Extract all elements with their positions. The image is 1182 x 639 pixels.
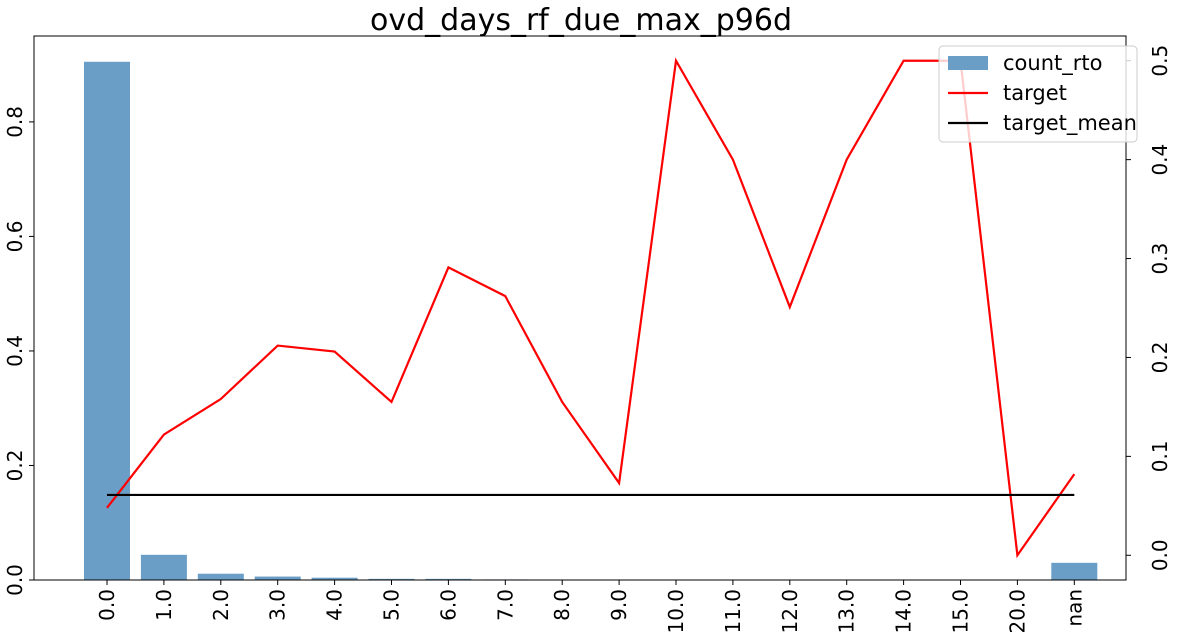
x-tick-label-8: 8.0 [550,589,574,621]
y-left-tick-label-2: 0.4 [3,335,27,367]
legend-label-target: target [1003,81,1067,105]
plot-frame [33,35,1127,581]
x-tick-label-6: 6.0 [436,589,460,621]
y-left-tick-label-3: 0.6 [3,221,27,253]
y-right-tick-label-0: 0.0 [1148,539,1172,571]
bar-count_rto-6 [425,578,472,580]
x-tick-label-2: 2.0 [209,589,233,621]
y-left-tick-label-0: 0.0 [3,564,27,596]
x-tick-label-10: 10.0 [664,589,688,634]
x-tick-label-13: 13.0 [835,589,859,634]
x-tick-label-15: 15.0 [949,589,973,634]
y-right-tick-label-5: 0.5 [1148,45,1172,77]
chart-title: ovd_days_rf_due_max_p96d [370,3,792,38]
x-tick-label-4: 4.0 [323,589,347,621]
x-tick-label-14: 14.0 [892,589,916,634]
bar-count_rto-3 [254,576,301,580]
y-right-tick-label-2: 0.2 [1148,342,1172,374]
line-target [106,57,1076,559]
bar-count_rto-17 [1051,562,1098,580]
bar-count_rto-0 [84,61,130,580]
y-right-tick-label-3: 0.3 [1148,243,1172,275]
legend-label-target_mean: target_mean [1003,111,1137,136]
y-left-tick-label-1: 0.2 [3,450,27,482]
bar-count_rto-2 [197,573,244,580]
bar-count_rto-5 [368,578,415,580]
x-tick-label-16: 20.0 [1005,589,1029,634]
legend-swatch-count_rto [948,56,988,70]
x-tick-label-7: 7.0 [493,589,517,621]
x-tick-label-12: 12.0 [778,589,802,634]
x-tick-label-5: 5.0 [380,589,404,621]
x-tick-label-11: 11.0 [721,589,745,634]
bar-count_rto-1 [140,554,187,580]
x-tick-label-17: nan [1062,589,1086,627]
bar-count_rto-4 [311,577,358,580]
legend-label-count_rto: count_rto [1003,51,1102,76]
y-right-tick-label-1: 0.1 [1148,440,1172,472]
legend-box [938,45,1138,143]
x-tick-label-3: 3.0 [266,589,290,621]
plot-area: 0.0 0.2 0.4 0.6 0.8 0.0 0.1 0.2 0.3 0.4 0.5 0.0 1.0 2… [3,35,1172,634]
y-left-tick-label-4: 0.8 [3,106,27,138]
x-tick-label-9: 9.0 [607,589,631,621]
x-tick-label-0: 0.0 [95,589,119,621]
y-right-tick-label-4: 0.4 [1148,144,1172,176]
x-tick-label-1: 1.0 [152,589,176,621]
